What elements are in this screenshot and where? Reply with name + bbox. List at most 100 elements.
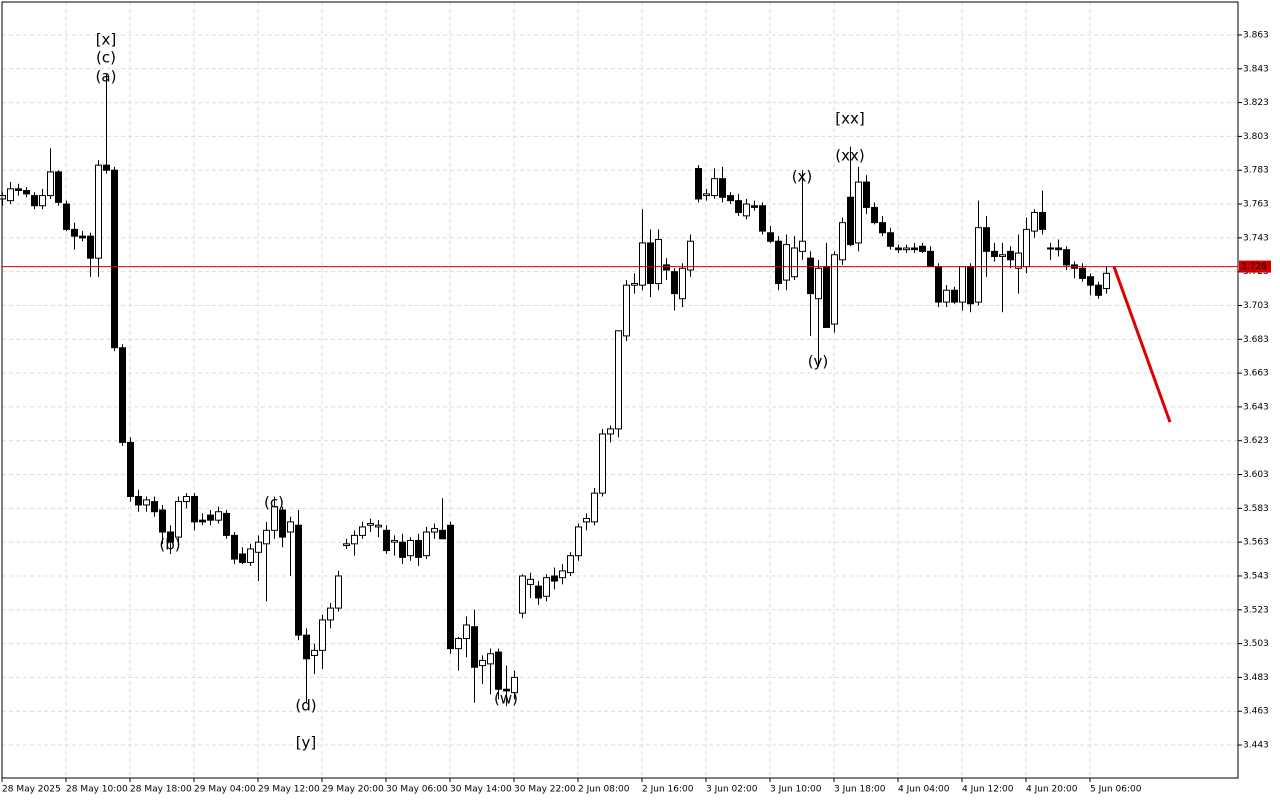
wave-label: (w) (494, 690, 518, 708)
candle-body (983, 227, 990, 252)
candle-body (775, 240, 782, 284)
candle-body (839, 222, 846, 261)
candle-body (295, 524, 302, 636)
candle-body (727, 195, 734, 202)
wave-label: (c) (96, 49, 116, 67)
candle-body (751, 205, 758, 208)
candle-body (615, 330, 622, 430)
candle-body (1015, 252, 1022, 269)
y-tick-label: 3.763 (1243, 200, 1269, 210)
wave-label: (b) (159, 536, 180, 554)
candle-body (39, 195, 46, 207)
candle-body (807, 257, 814, 295)
candle-body (0, 195, 6, 200)
y-tick-label: 3.563 (1243, 538, 1269, 548)
candle-body (639, 242, 646, 286)
candle-body (447, 524, 454, 650)
candle-body (71, 228, 78, 237)
candles (0, 73, 1110, 707)
candle-body (527, 578, 534, 585)
y-tick-label: 3.803 (1243, 132, 1269, 142)
candle-body (743, 203, 750, 217)
candle-body (303, 634, 310, 660)
candle-body (687, 240, 694, 271)
candle-body (815, 267, 822, 300)
candle-body (711, 178, 718, 197)
candle-body (855, 181, 862, 244)
candle-body (79, 235, 86, 239)
overlays: 3.726[x](c)(a)(b)(c)(d)[y](w)(x)[xx](xx)… (2, 31, 1271, 752)
y-tick-label: 3.523 (1243, 605, 1269, 615)
candle-body (471, 626, 478, 668)
candle-body (543, 577, 550, 597)
candle-body (87, 235, 94, 259)
candle-body (351, 534, 358, 545)
wave-label: (xx) (835, 147, 864, 165)
wave-label: (a) (96, 68, 117, 86)
candle-body (567, 555, 574, 574)
candle-body (1063, 249, 1070, 266)
y-tick-label: 3.743 (1243, 233, 1269, 243)
candle-body (255, 541, 262, 553)
candle-body (583, 517, 590, 523)
candle-body (599, 433, 606, 494)
candle-body (327, 607, 334, 621)
candle-body (95, 164, 102, 259)
candle-body (1007, 250, 1014, 261)
x-tick-label: 29 May 20:00 (322, 785, 384, 795)
x-tick-label: 2 Jun 16:00 (642, 785, 694, 795)
wave-label: [x] (96, 31, 117, 49)
candle-body (759, 205, 766, 232)
candle-body (319, 619, 326, 651)
candle-body (847, 196, 854, 246)
candle-body (919, 245, 926, 252)
y-tick-label: 3.863 (1243, 30, 1269, 40)
candle-body (111, 169, 118, 349)
candle-body (959, 266, 966, 303)
candle-body (695, 168, 702, 200)
y-tick-label: 3.663 (1243, 369, 1269, 379)
candle-body (1079, 267, 1086, 279)
candle-body (1031, 211, 1038, 232)
candle-body (135, 496, 142, 506)
candle-body (591, 492, 598, 523)
candle-body (183, 496, 190, 503)
candle-body (663, 264, 670, 271)
candle-body (439, 529, 446, 540)
candle-body (271, 506, 278, 531)
candle-body (231, 534, 238, 560)
candle-body (943, 289, 950, 303)
x-tick-label: 30 May 06:00 (386, 785, 448, 795)
candle-body (239, 553, 246, 563)
candle-body (287, 521, 294, 533)
candle-body (47, 171, 54, 197)
candle-body (167, 531, 174, 543)
candle-body (143, 499, 150, 506)
candle-body (1047, 247, 1054, 250)
candle-body (383, 529, 390, 552)
candle-body (975, 227, 982, 303)
candle-body (575, 526, 582, 557)
candle-body (999, 254, 1006, 257)
candle-body (735, 200, 742, 213)
y-tick-label: 3.483 (1243, 673, 1269, 683)
candle-body (1039, 211, 1046, 230)
candle-body (463, 624, 470, 640)
forecast-line (1112, 266, 1172, 423)
candle-body (207, 514, 214, 521)
x-tick-label: 3 Jun 02:00 (706, 785, 758, 795)
candle-body (423, 531, 430, 557)
x-tick-label: 5 Jun 06:00 (1090, 785, 1142, 795)
current-price-label: 3.726 (1241, 262, 1267, 272)
x-tick-label: 30 May 14:00 (450, 785, 512, 795)
candle-body (159, 509, 166, 533)
candle-body (31, 195, 38, 207)
candle-body (951, 289, 958, 303)
candle-body (823, 266, 830, 328)
x-tick-label: 29 May 12:00 (258, 785, 320, 795)
candle-body (927, 250, 934, 268)
candle-body (23, 190, 30, 195)
x-tick-label: 4 Jun 04:00 (898, 785, 950, 795)
candle-body (127, 441, 134, 498)
